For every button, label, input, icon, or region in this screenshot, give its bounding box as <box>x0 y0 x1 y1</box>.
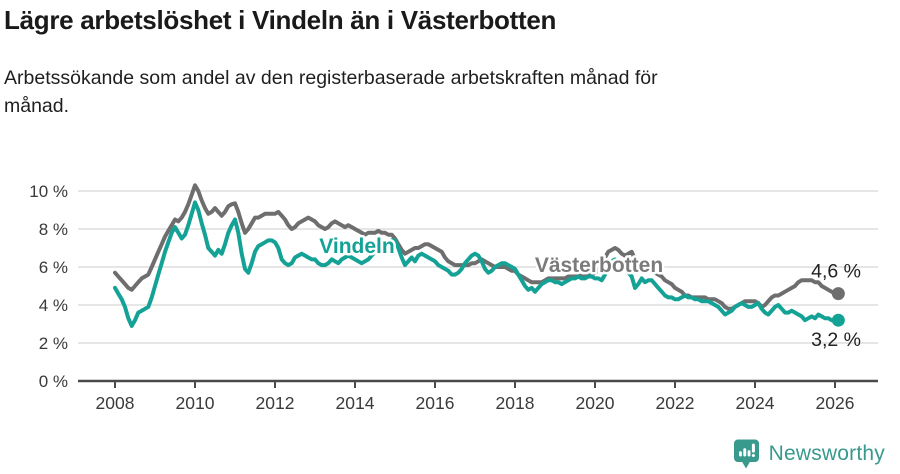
y-axis-tick-label: 4 % <box>39 296 68 315</box>
chart-subtitle: Arbetssökande som andel av den registerb… <box>4 64 864 120</box>
x-axis-tick-label: 2012 <box>256 393 295 413</box>
chart-subtitle-line1: Arbetssökande som andel av den registerb… <box>4 67 658 89</box>
y-axis-tick-label: 2 % <box>39 334 68 353</box>
x-axis-tick-label: 2020 <box>576 393 615 413</box>
series-name-label-vindeln: Vindeln <box>319 235 394 258</box>
newsworthy-brand-text: Newsworthy <box>768 442 885 465</box>
end-value-label-vindeln: 3,2 % <box>811 329 861 351</box>
newsworthy-bar-chart-pin-icon <box>733 439 760 470</box>
x-axis-tick-label: 2016 <box>416 393 455 413</box>
y-axis-tick-label: 6 % <box>39 258 68 277</box>
x-axis-tick-label: 2022 <box>656 393 695 413</box>
y-axis-tick-label: 0 % <box>39 372 68 391</box>
y-axis-tick-label: 8 % <box>39 220 68 239</box>
series-end-dot-vindeln <box>831 313 845 327</box>
x-axis-tick-label: 2010 <box>176 393 215 413</box>
x-axis-tick-label: 2026 <box>816 393 855 413</box>
newsworthy-logo: Newsworthy <box>733 438 885 470</box>
end-value-label-västerbotten: 4,6 % <box>811 261 861 283</box>
y-axis-tick-label: 10 % <box>29 182 68 201</box>
series-name-label-västerbotten: Västerbotten <box>535 254 663 277</box>
series-line-vindeln <box>113 200 841 328</box>
x-axis-tick-label: 2008 <box>96 393 135 413</box>
series-end-dot-västerbotten <box>831 287 845 301</box>
x-axis-tick-label: 2014 <box>336 393 375 413</box>
x-axis-tick-label: 2024 <box>736 393 775 413</box>
chart-subtitle-line2: månad. <box>4 95 70 117</box>
x-axis-tick-label: 2018 <box>496 393 535 413</box>
series-line-västerbotten <box>113 183 841 311</box>
page-title: Lägre arbetslöshet i Vindeln än i Väster… <box>4 5 557 35</box>
